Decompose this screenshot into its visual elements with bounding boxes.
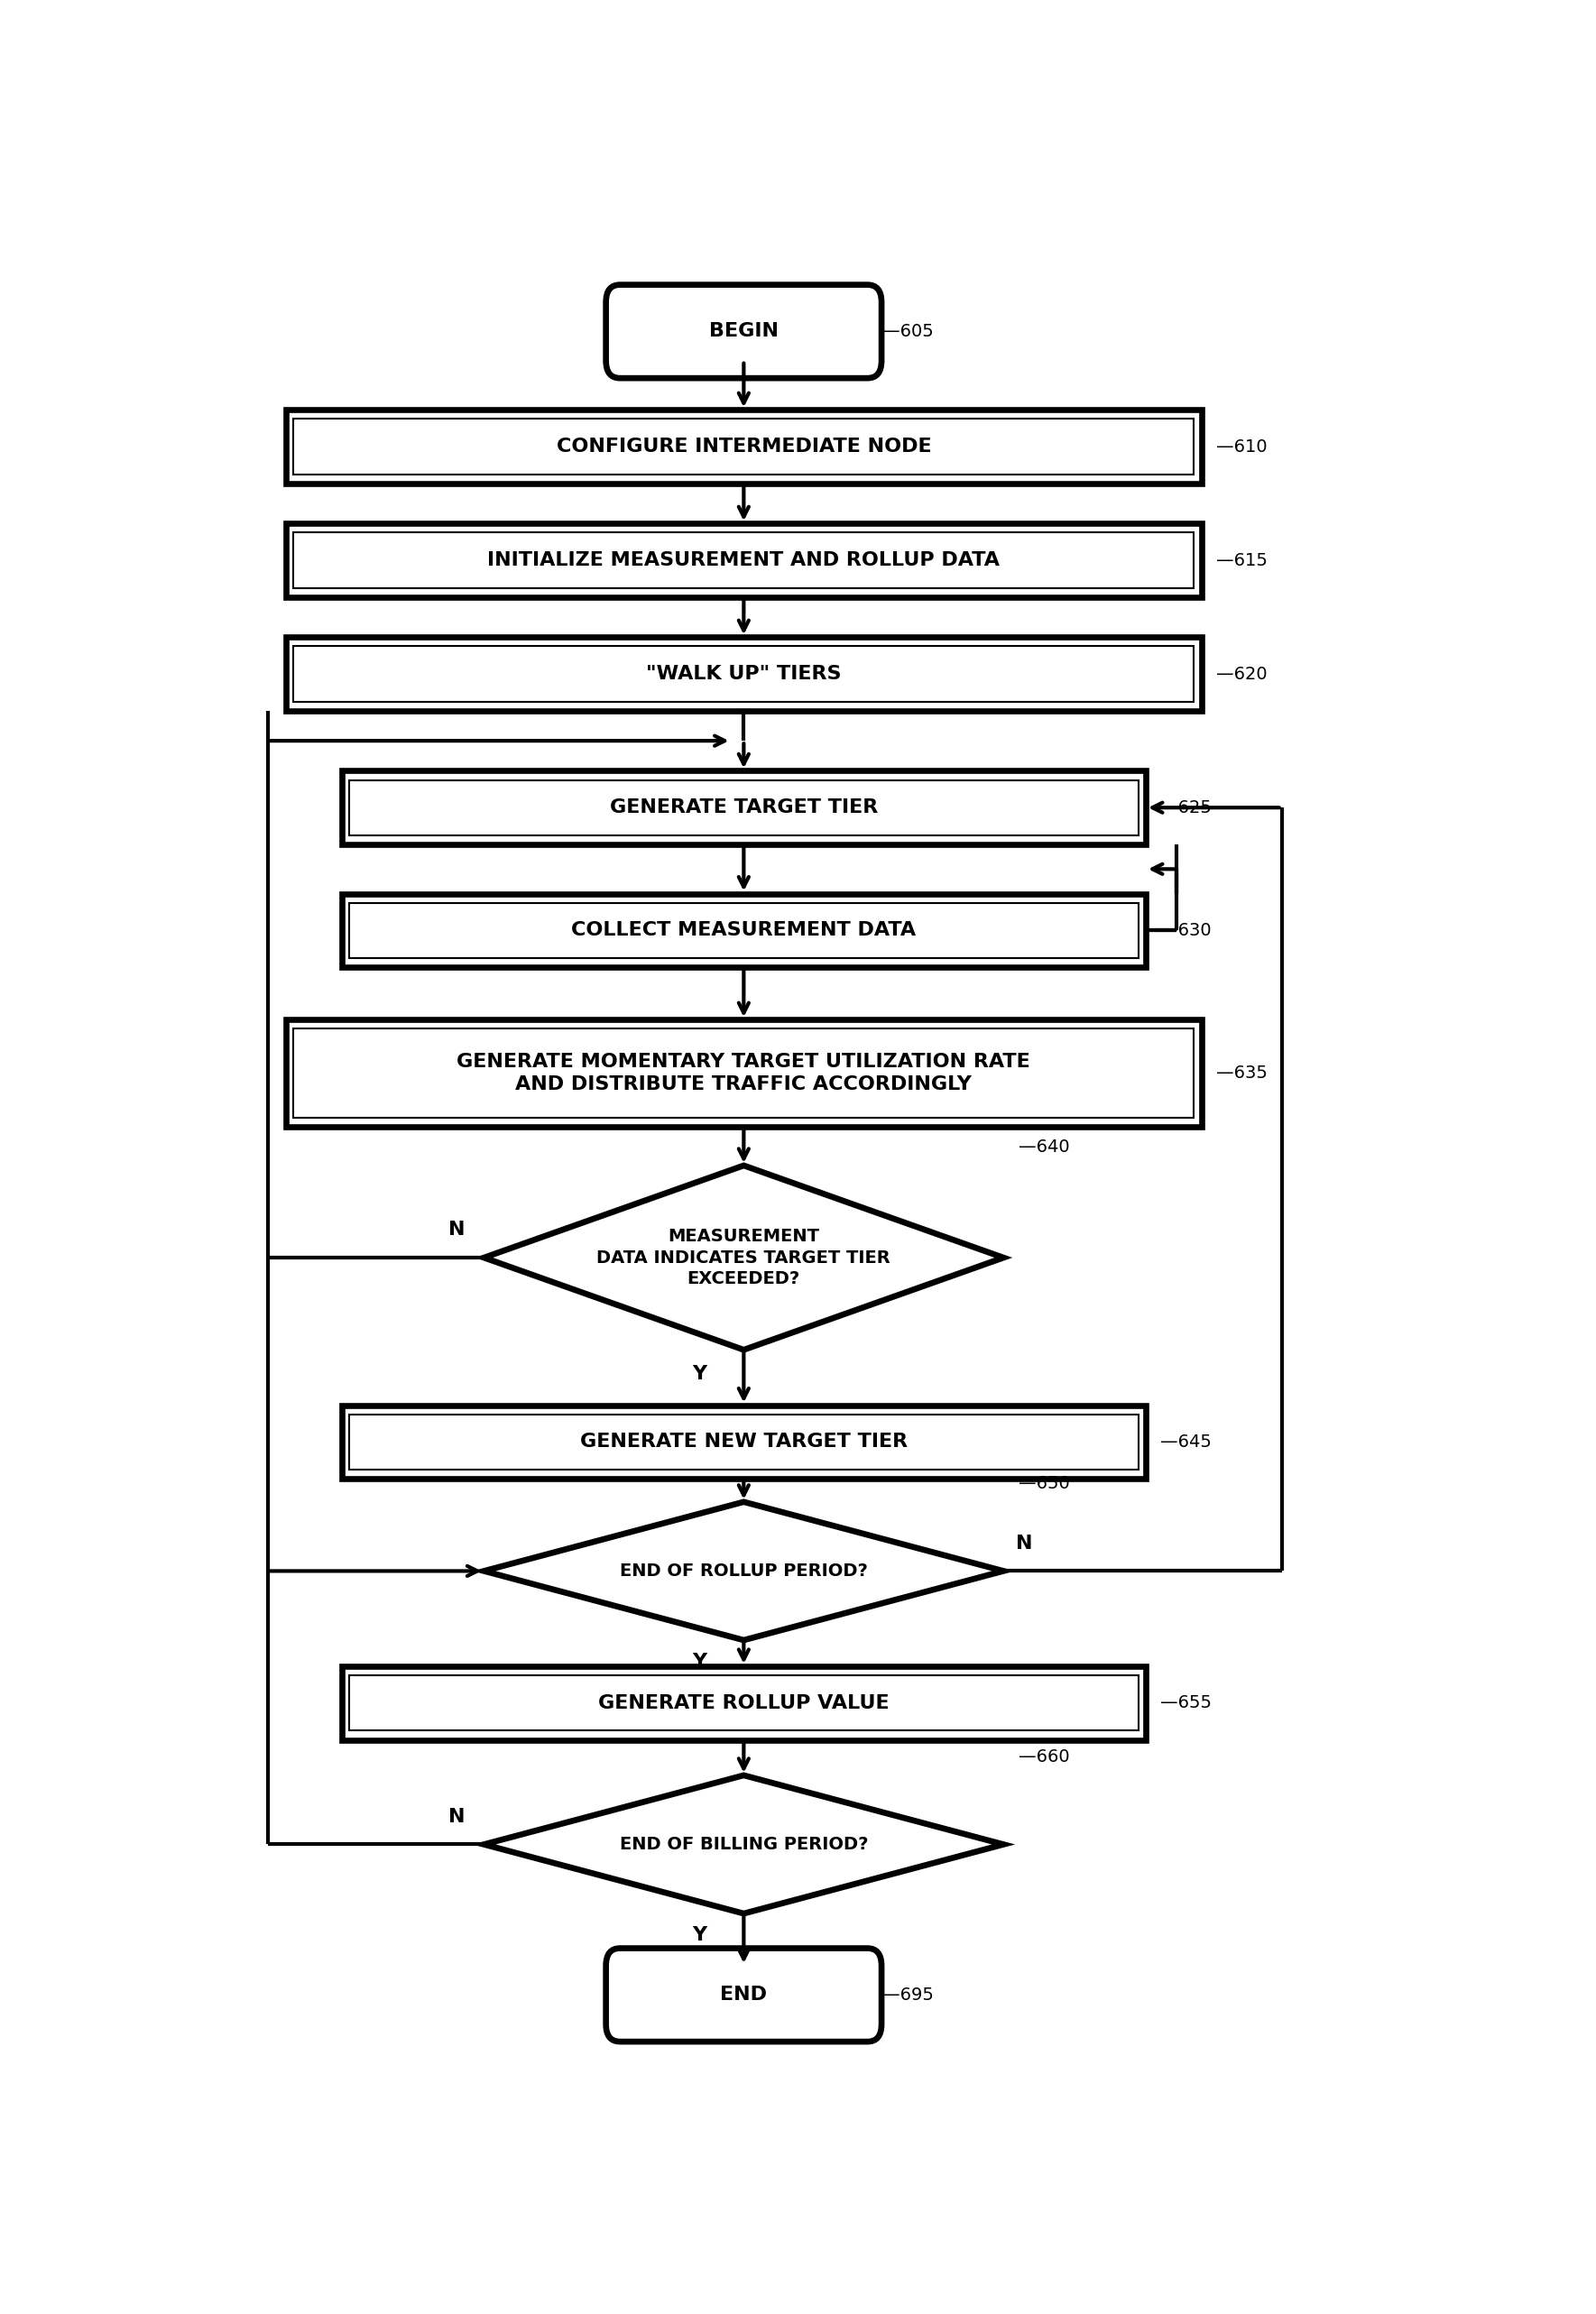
Text: BEGIN: BEGIN <box>709 322 779 340</box>
Polygon shape <box>484 1502 1004 1641</box>
Text: GENERATE MOMENTARY TARGET UTILIZATION RATE
AND DISTRIBUTE TRAFFIC ACCORDINGLY: GENERATE MOMENTARY TARGET UTILIZATION RA… <box>456 1053 1031 1095</box>
Text: GENERATE ROLLUP VALUE: GENERATE ROLLUP VALUE <box>598 1694 889 1712</box>
Text: Y: Y <box>693 1925 707 1944</box>
Text: —695: —695 <box>883 1985 934 2004</box>
Bar <box>286 523 1202 597</box>
Bar <box>294 419 1194 474</box>
Text: —625: —625 <box>1160 798 1211 817</box>
Text: —615: —615 <box>1216 551 1267 569</box>
Polygon shape <box>484 1775 1004 1914</box>
Bar <box>350 1414 1138 1469</box>
Text: END OF ROLLUP PERIOD?: END OF ROLLUP PERIOD? <box>619 1562 868 1580</box>
Text: MEASUREMENT
DATA INDICATES TARGET TIER
EXCEEDED?: MEASUREMENT DATA INDICATES TARGET TIER E… <box>597 1229 891 1287</box>
Text: Y: Y <box>693 1365 707 1384</box>
Bar <box>342 1405 1146 1479</box>
Bar <box>342 1666 1146 1740</box>
Text: INITIALIZE MEASUREMENT AND ROLLUP DATA: INITIALIZE MEASUREMENT AND ROLLUP DATA <box>487 551 1001 569</box>
Text: —605: —605 <box>883 324 934 340</box>
Text: N: N <box>448 1807 466 1826</box>
Bar <box>350 1675 1138 1731</box>
Text: GENERATE TARGET TIER: GENERATE TARGET TIER <box>610 798 878 817</box>
Text: —645: —645 <box>1160 1432 1211 1451</box>
FancyBboxPatch shape <box>606 1948 881 2041</box>
Text: —650: —650 <box>1018 1474 1069 1493</box>
Bar <box>286 1020 1202 1127</box>
Text: —640: —640 <box>1018 1138 1069 1155</box>
Text: "WALK UP" TIERS: "WALK UP" TIERS <box>646 664 841 683</box>
Bar <box>286 410 1202 484</box>
Text: Y: Y <box>693 1652 707 1671</box>
Text: GENERATE NEW TARGET TIER: GENERATE NEW TARGET TIER <box>579 1432 908 1451</box>
Text: —620: —620 <box>1216 666 1267 683</box>
FancyBboxPatch shape <box>606 285 881 377</box>
Bar <box>294 646 1194 701</box>
Polygon shape <box>484 1166 1004 1349</box>
Bar <box>294 532 1194 588</box>
Text: —655: —655 <box>1160 1694 1211 1712</box>
Bar <box>342 771 1146 845</box>
Bar <box>350 902 1138 958</box>
Text: N: N <box>448 1222 466 1238</box>
Text: —610: —610 <box>1216 437 1267 456</box>
Text: —660: —660 <box>1018 1749 1069 1766</box>
Text: N: N <box>1017 1534 1033 1553</box>
Text: END OF BILLING PERIOD?: END OF BILLING PERIOD? <box>619 1835 868 1854</box>
Text: —635: —635 <box>1216 1064 1267 1083</box>
Text: —630: —630 <box>1160 921 1211 939</box>
Bar <box>342 893 1146 967</box>
Text: END: END <box>720 1985 768 2004</box>
Bar <box>350 780 1138 835</box>
Text: COLLECT MEASUREMENT DATA: COLLECT MEASUREMENT DATA <box>571 921 916 939</box>
Text: CONFIGURE INTERMEDIATE NODE: CONFIGURE INTERMEDIATE NODE <box>557 437 930 456</box>
Bar <box>286 636 1202 710</box>
Bar <box>294 1030 1194 1118</box>
